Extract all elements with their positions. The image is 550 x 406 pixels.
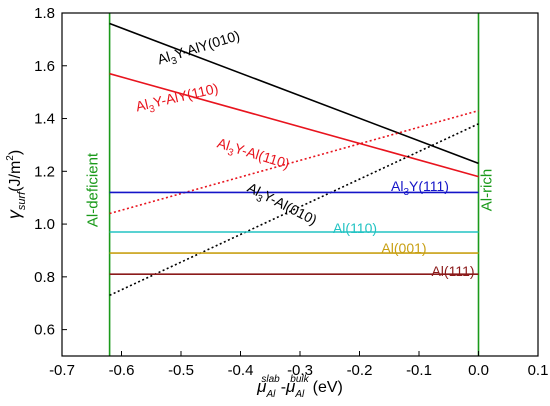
x-tick-label: -0.2 <box>347 362 373 379</box>
y-tick-label: 1.8 <box>34 5 55 22</box>
series-label: Al3Y-AlY(110) <box>134 80 221 118</box>
x-tick-label: -0.1 <box>406 362 432 379</box>
y-tick-label: 0.6 <box>34 322 55 339</box>
x-tick-label: 0.1 <box>528 362 549 379</box>
x-tick-label: -0.4 <box>228 362 254 379</box>
boundary-label: Al-deficient <box>85 152 102 227</box>
x-tick-label: 0.0 <box>468 362 489 379</box>
series-label: Al3Y-Al(110) <box>214 135 291 176</box>
series-line <box>109 22 479 165</box>
series-label: Al3Y-AlY(010) <box>155 27 242 71</box>
x-tick-label: -0.6 <box>109 362 135 379</box>
series-label: Al(001) <box>381 240 426 256</box>
boundary-label: Al-rich <box>479 169 496 212</box>
y-tick-label: 1.6 <box>34 58 55 75</box>
y-tick-label: 0.8 <box>34 269 55 286</box>
y-axis-title: γsurf(J/m2) <box>4 150 28 219</box>
series-label: Al(110) <box>333 220 377 236</box>
series-line <box>109 72 479 178</box>
x-axis-title: μAlslab-μAlbulk (eV) <box>256 374 343 400</box>
y-tick-label: 1.4 <box>34 111 55 128</box>
series-line <box>109 109 479 215</box>
series-label: Al3Y-Al(010) <box>243 179 320 231</box>
plot-frame <box>61 12 539 357</box>
y-tick-label: 1.2 <box>34 163 55 180</box>
x-tick-label: -0.3 <box>287 362 313 379</box>
series-label: Al(111) <box>431 263 474 279</box>
series-line <box>109 123 479 297</box>
x-tick-label: -0.5 <box>168 362 194 379</box>
x-tick-label: -0.7 <box>49 362 75 379</box>
y-tick-label: 1.0 <box>34 216 55 233</box>
series-label: Al3Y(111) <box>391 178 449 198</box>
